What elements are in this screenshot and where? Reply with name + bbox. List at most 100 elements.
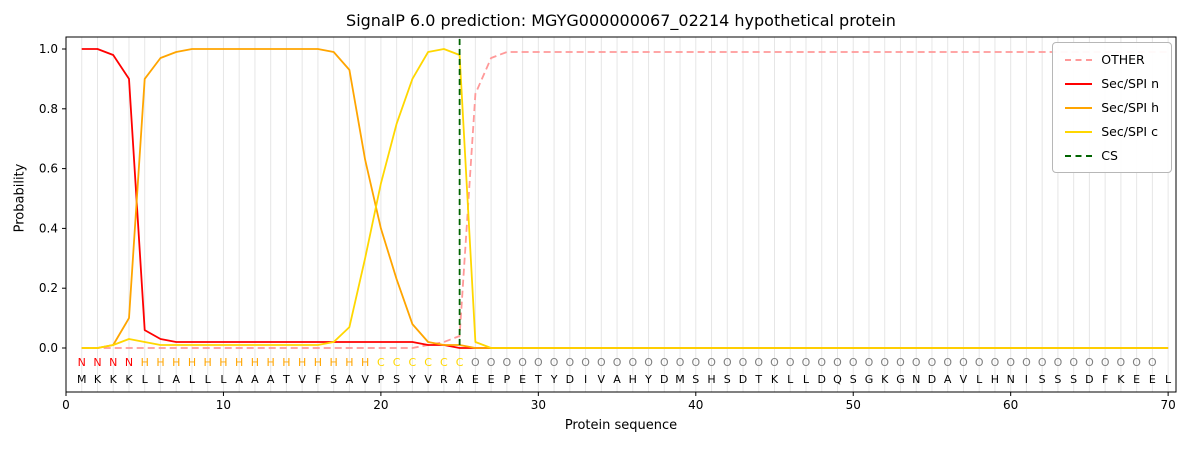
sequence-letter: V [960,373,968,386]
sequence-letter: A [944,373,952,386]
region-letter: H [235,356,243,369]
curve-other [81,51,1169,349]
sequence-letter: I [584,373,587,386]
sequence-letter: T [282,373,290,386]
legend-item-cs: CS [1065,148,1159,163]
y-tick-label: 0.6 [39,162,58,176]
sequence-letter: D [818,373,826,386]
sequence-letter: G [865,373,874,386]
sequence-letter: K [110,373,118,386]
sequence-letter: K [94,373,102,386]
x-tick-label: 20 [373,398,388,412]
region-letter: H [219,356,227,369]
legend-label: OTHER [1101,52,1145,67]
sequence-letter: S [724,373,731,386]
region-letter: H [141,356,149,369]
sequence-letter: S [692,373,699,386]
x-tick-label: 50 [846,398,861,412]
region-letter: O [660,356,669,369]
region-letter: O [1085,356,1094,369]
sequence-letter: Q [833,373,842,386]
region-letter: O [912,356,921,369]
region-letter: O [1006,356,1015,369]
sequence-letter: S [393,373,400,386]
sequence-letter: S [1070,373,1077,386]
sequence-letter: Y [644,373,652,386]
region-letter: O [628,356,637,369]
region-letter: O [833,356,842,369]
sequence-letter: K [1117,373,1125,386]
sequence-letter: L [976,373,983,386]
region-letter: C [456,356,464,369]
sequence-letter: I [1025,373,1028,386]
sequence-letter: K [771,373,779,386]
sequence-letter: M [675,373,685,386]
x-tick-label: 40 [688,398,703,412]
region-letter: H [267,356,275,369]
region-letter: H [172,356,180,369]
sequence-letter: A [456,373,464,386]
region-letter: O [1101,356,1110,369]
region-letter: O [1054,356,1063,369]
region-letter: C [424,356,432,369]
legend-item-sec-spi-c: Sec/SPI c [1065,124,1159,139]
region-letter: O [676,356,685,369]
curve-sec-spi-c [81,48,1169,349]
region-letter: O [613,356,622,369]
sequence-letter: V [361,373,369,386]
region-letter: H [156,356,164,369]
region-letter: O [770,356,779,369]
legend-item-sec-spi-n: Sec/SPI n [1065,76,1159,91]
sequence-letter: P [378,373,385,386]
y-tick-label: 1.0 [39,42,58,56]
curve-sec-spi-h [81,48,1169,349]
sequence-letter: F [1102,373,1108,386]
region-letter: H [361,356,369,369]
region-letter: H [282,356,290,369]
sequence-letter: Y [408,373,416,386]
sequence-letter: S [1054,373,1061,386]
region-letter: N [109,356,117,369]
sequence-letter: P [504,373,511,386]
region-letter: O [707,356,716,369]
region-letter: H [251,356,259,369]
region-letter: N [78,356,86,369]
region-letter: O [1117,356,1126,369]
region-letter: O [739,356,748,369]
region-letter: O [534,356,543,369]
legend-item-other: OTHER [1065,52,1159,67]
region-letter: O [896,356,905,369]
region-letter: O [550,356,559,369]
y-axis-ticks: 0.0 0.2 0.4 0.6 0.8 1.0 [39,42,66,355]
region-letter: C [393,356,401,369]
sequence-letter: L [205,373,212,386]
y-tick-label: 0.0 [39,341,58,355]
sequence-letter: A [251,373,259,386]
region-letter: O [880,356,889,369]
region-letter: C [440,356,448,369]
region-letter: O [943,356,952,369]
sequence-letter: G [896,373,905,386]
region-letter: C [377,356,385,369]
sequence-letter: N [1007,373,1015,386]
y-tick-label: 0.8 [39,102,58,116]
sequence-letter: D [1085,373,1093,386]
sequence-letter: E [519,373,526,386]
x-tick-label: 10 [216,398,231,412]
sequence-letter: D [566,373,574,386]
region-letter: O [1148,356,1157,369]
legend-line-sample [1065,154,1093,157]
sequence-letter: F [315,373,321,386]
sequence-letter: L [142,373,149,386]
curve-sec-spi-n [81,48,1169,349]
region-letter: N [93,356,101,369]
region-letter: O [786,356,795,369]
sequence-letter: D [739,373,747,386]
region-letter: O [802,356,811,369]
sequence-letter: V [598,373,606,386]
sequence-letter: S [330,373,337,386]
region-letter: O [991,356,1000,369]
